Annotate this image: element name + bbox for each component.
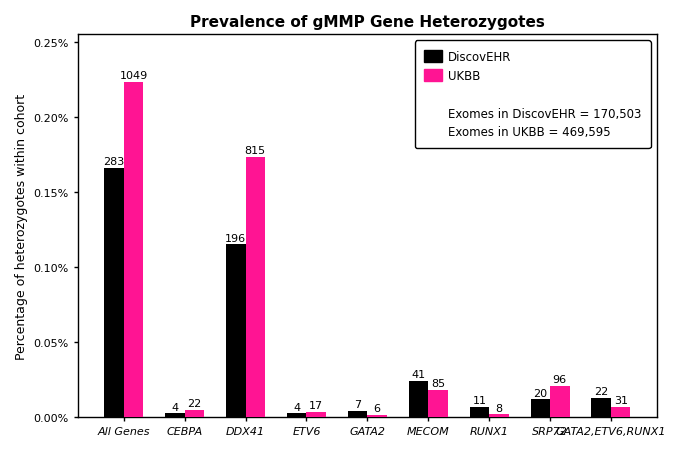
Bar (470, 407, 489, 417)
Y-axis label: Percentage of heterozygotes within cohort: Percentage of heterozygotes within cohor… (15, 93, 28, 359)
Bar (124, 83, 143, 417)
Bar (226, 245, 245, 417)
Bar (428, 390, 448, 417)
Text: 196: 196 (225, 233, 247, 243)
Text: 283: 283 (103, 157, 125, 167)
Text: 11: 11 (473, 396, 486, 405)
Bar (489, 414, 509, 417)
Bar (185, 410, 204, 417)
Text: 17: 17 (309, 400, 323, 410)
Text: 1049: 1049 (119, 71, 148, 81)
Bar (611, 407, 630, 417)
Title: Prevalence of gMMP Gene Heterozygotes: Prevalence of gMMP Gene Heterozygotes (190, 15, 545, 30)
Bar (348, 411, 367, 417)
Bar (367, 415, 387, 417)
Bar (165, 414, 185, 417)
Text: 22: 22 (594, 386, 608, 396)
Bar (591, 398, 611, 417)
Text: 31: 31 (614, 396, 627, 405)
Bar (245, 157, 265, 417)
Text: 22: 22 (187, 398, 201, 408)
Text: 96: 96 (553, 375, 567, 385)
Text: 7: 7 (354, 399, 361, 409)
Bar (531, 400, 550, 417)
Text: 4: 4 (293, 402, 300, 412)
Bar (287, 414, 306, 417)
Legend: DiscovEHR, UKBB, , Exomes in DiscovEHR = 170,503, Exomes in UKBB = 469,595: DiscovEHR, UKBB, , Exomes in DiscovEHR =… (415, 41, 651, 148)
Text: 6: 6 (373, 403, 381, 413)
Bar (550, 387, 569, 417)
Text: 815: 815 (245, 145, 266, 156)
Bar (306, 412, 326, 417)
Text: 41: 41 (412, 369, 425, 379)
Bar (104, 169, 124, 417)
Text: 8: 8 (495, 403, 503, 413)
Text: 20: 20 (533, 388, 547, 398)
Text: 4: 4 (171, 402, 179, 412)
Bar (409, 381, 428, 417)
Text: 85: 85 (431, 378, 445, 388)
